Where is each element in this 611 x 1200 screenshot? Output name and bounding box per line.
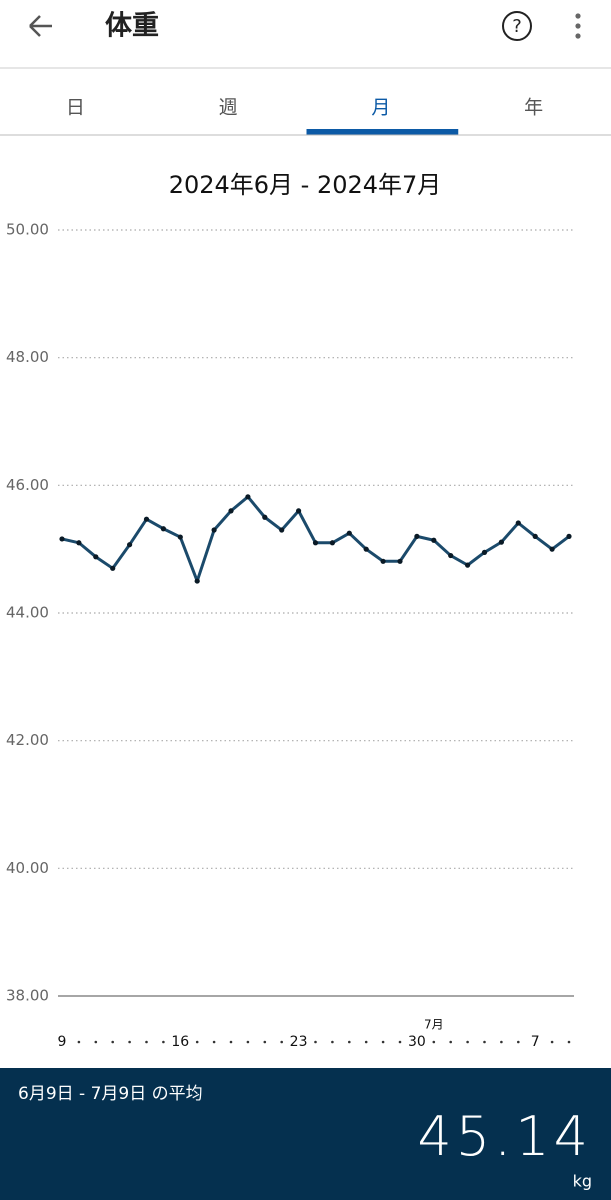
x-separator-dot [128, 1040, 131, 1044]
summary-panel [0, 1068, 611, 1200]
data-point [245, 494, 251, 500]
y-tick-label: 44.00 [6, 604, 49, 622]
x-separator-dot [483, 1040, 486, 1044]
data-point [262, 514, 268, 520]
average-value: 45.14 [417, 1105, 592, 1168]
data-line [61, 495, 570, 583]
x-separator-dot [567, 1040, 571, 1044]
data-point [515, 520, 521, 526]
data-point [498, 539, 504, 545]
page-title: 体重 [105, 11, 159, 42]
x-separator-dot [195, 1040, 199, 1044]
x-tick-label: 30 [408, 1034, 426, 1050]
x-separator-dot [314, 1040, 317, 1044]
x-separator-dot [466, 1040, 469, 1044]
data-point [127, 542, 133, 548]
x-separator-dot [145, 1040, 148, 1044]
x-separator-dot [162, 1040, 165, 1044]
data-point [346, 530, 352, 536]
help-button[interactable]: ? [502, 11, 532, 41]
x-separator-dot [263, 1040, 267, 1044]
x-separator-dot [229, 1040, 233, 1044]
y-tick-label: 50.00 [6, 221, 49, 239]
tab-bar: 日週月年 [66, 97, 543, 135]
x-separator-dot [364, 1040, 368, 1044]
x-separator-dot [449, 1040, 453, 1044]
x-separator-dot [432, 1040, 436, 1044]
data-point [397, 558, 403, 564]
data-point [465, 562, 471, 568]
data-point [532, 533, 538, 540]
data-point [380, 558, 386, 564]
chart: 38.00 40.00 42.00 44.00 46.00 48.00 50.00 9 16 23… [6, 221, 574, 1050]
data-point [296, 508, 302, 514]
data-point [177, 534, 183, 540]
y-tick-label: 38.00 [6, 987, 49, 1005]
data-point [481, 549, 488, 555]
data-point [566, 533, 572, 540]
x-separator-dot [111, 1040, 114, 1044]
data-point [329, 540, 335, 546]
average-unit: kg [573, 1172, 592, 1191]
tab-label[interactable]: 年 [524, 97, 543, 119]
x-separator-dot [550, 1040, 554, 1044]
data-point [279, 527, 285, 533]
chart-title: 2024年6月 - 2024年7月 [169, 171, 442, 199]
x-separator-dot [398, 1040, 402, 1044]
data-point [312, 540, 319, 546]
tab-indicator [306, 129, 459, 135]
x-separator-dot [381, 1040, 385, 1044]
x-tick-label: 9 [58, 1034, 67, 1050]
data-point [160, 526, 166, 532]
more-button[interactable] [575, 13, 581, 39]
tab-label[interactable]: 週 [219, 97, 238, 119]
data-point [363, 546, 369, 552]
month-annotation: 7月 [424, 1018, 444, 1032]
y-tick-label: 42.00 [6, 731, 49, 749]
back-button[interactable] [29, 15, 52, 37]
x-separator-dot [331, 1040, 334, 1044]
tab-label[interactable]: 日 [66, 97, 85, 119]
tab-label[interactable]: 月 [371, 97, 390, 119]
y-tick-label: 46.00 [6, 476, 49, 494]
x-separator-dot [280, 1040, 284, 1044]
x-separator-dot [212, 1040, 216, 1044]
x-separator-dot [348, 1040, 351, 1044]
x-separator-dot [517, 1040, 520, 1044]
data-point [110, 565, 116, 571]
data-point [143, 516, 150, 522]
data-point [93, 554, 99, 560]
data-point [448, 552, 454, 559]
data-point [194, 578, 200, 584]
x-tick-label: 23 [290, 1034, 308, 1050]
x-separator-dot [94, 1040, 98, 1044]
data-point [414, 533, 420, 540]
summary-label: 6月9日 - 7月9日 の平均 [18, 1084, 203, 1104]
data-point [211, 527, 217, 533]
y-tick-label: 48.00 [6, 348, 49, 366]
svg-text:?: ? [512, 16, 522, 37]
data-point [76, 540, 82, 546]
data-point [549, 546, 555, 552]
x-separator-dot [246, 1040, 250, 1044]
data-point [228, 508, 234, 514]
y-tick-label: 40.00 [6, 859, 49, 877]
data-point [59, 536, 65, 542]
x-separator-dot [77, 1040, 81, 1044]
x-tick-label: 16 [171, 1034, 189, 1050]
data-point [431, 537, 437, 543]
app-bar [0, 0, 611, 68]
x-tick-label: 7 [531, 1034, 540, 1050]
x-separator-dot [500, 1040, 503, 1044]
